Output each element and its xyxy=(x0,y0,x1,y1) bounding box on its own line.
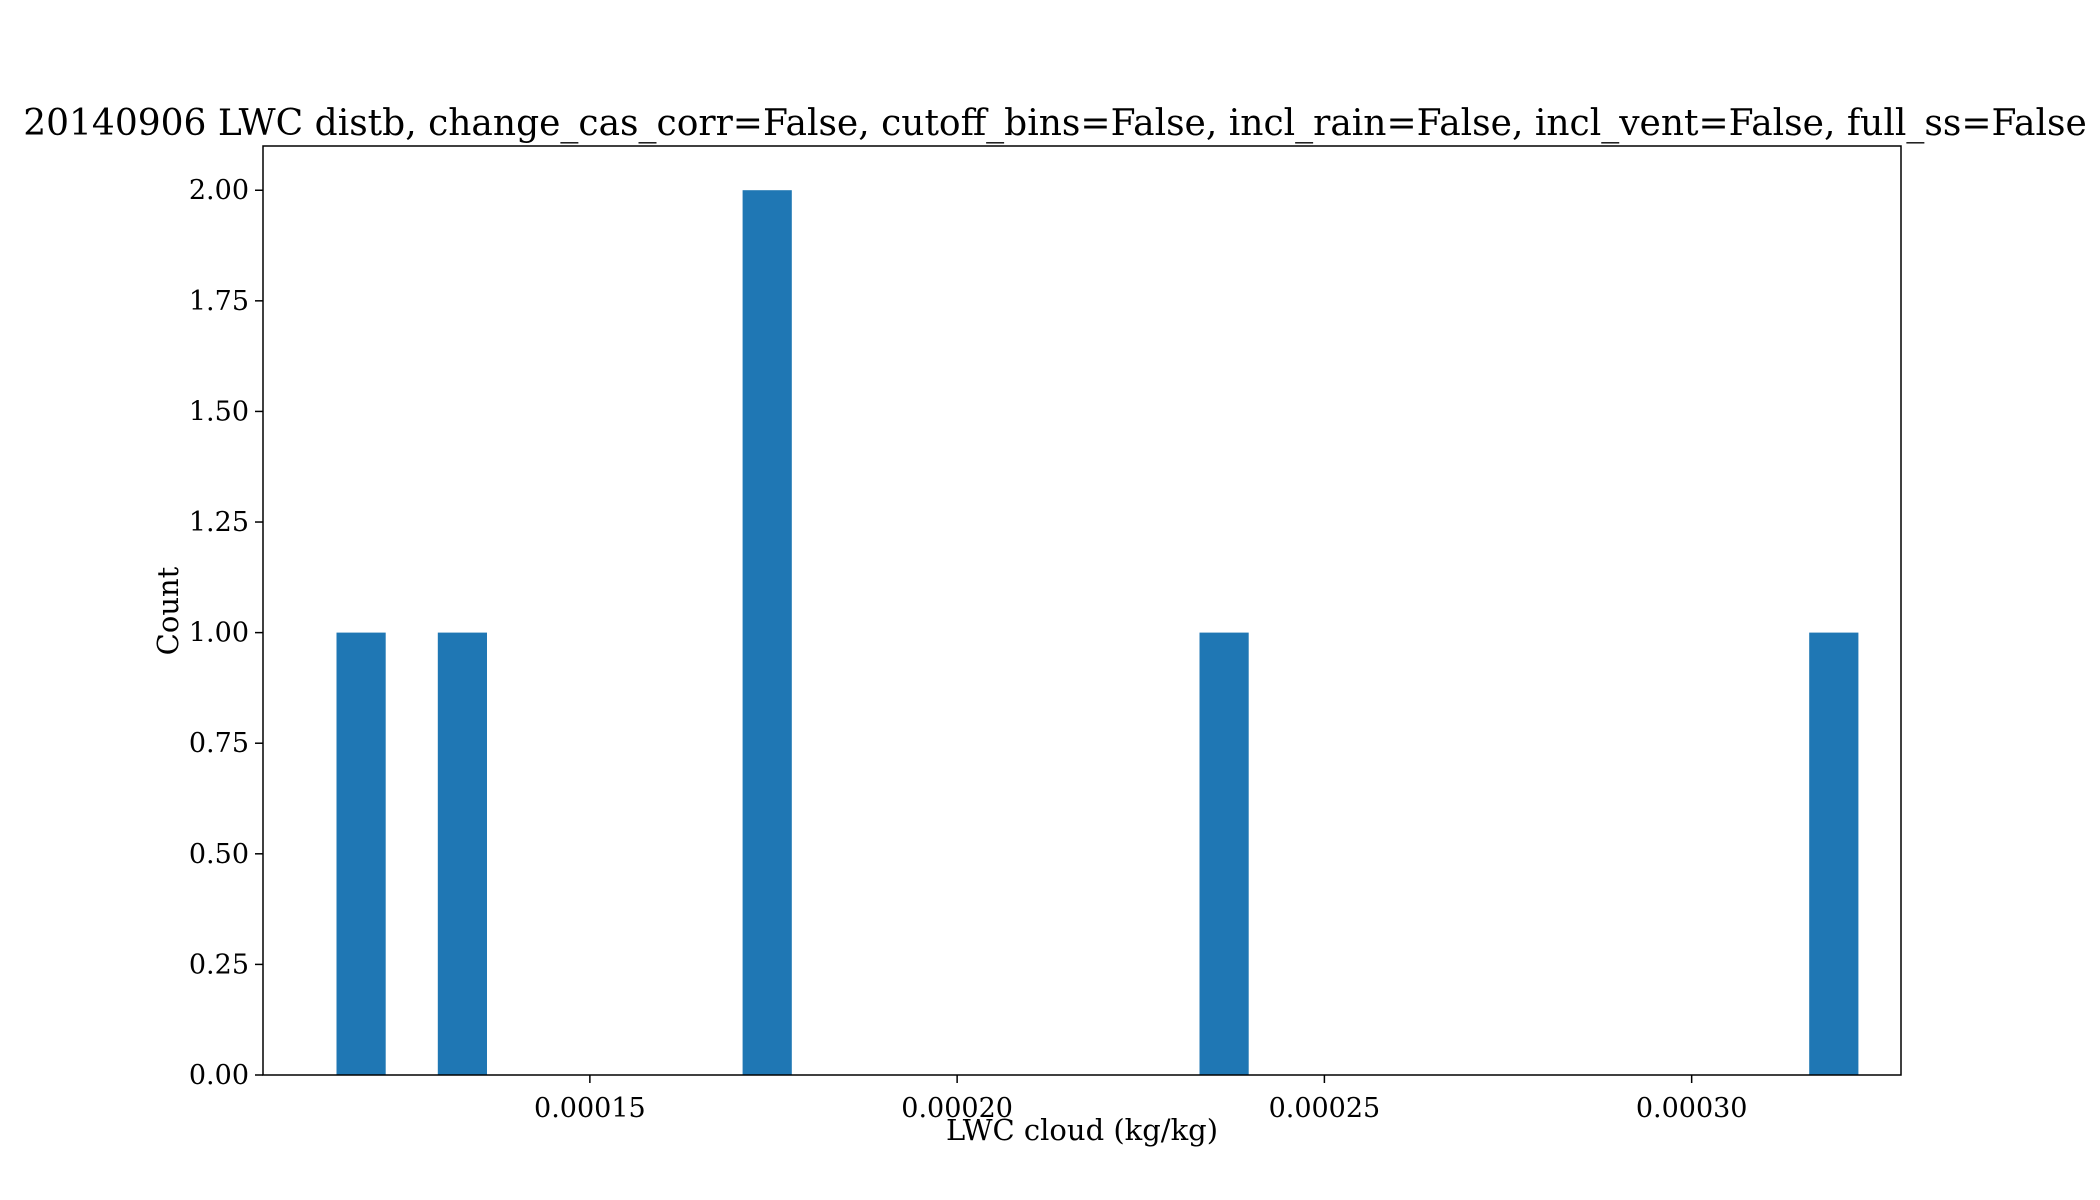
histogram-bar-1 xyxy=(336,632,386,1075)
x-axis-label: LWC cloud (kg/kg) xyxy=(946,1113,1218,1147)
y-tick-label-8: 1.75 xyxy=(189,286,249,317)
y-tick-label-2: 0.25 xyxy=(189,949,249,980)
x-tick-label-2: 0.00020 xyxy=(901,1093,1013,1124)
plot-frame xyxy=(262,145,1902,1076)
x-tick-label-3: 0.00025 xyxy=(1269,1093,1381,1124)
y-axis-label: Count xyxy=(151,566,185,655)
y-tick-label-9: 2.00 xyxy=(189,175,249,206)
y-tick-label-1: 0.00 xyxy=(189,1060,249,1091)
histogram-bar-4 xyxy=(1199,632,1249,1075)
y-tick-label-5: 1.00 xyxy=(189,618,249,649)
histogram-bar-2 xyxy=(437,632,487,1075)
y-tick-label-3: 0.50 xyxy=(189,839,249,870)
plot-area xyxy=(336,190,1859,1075)
chart-title: 20140906 LWC distb, change_cas_corr=Fals… xyxy=(23,103,2087,144)
y-tick-label-6: 1.25 xyxy=(189,507,249,538)
y-tick-label-4: 0.75 xyxy=(189,728,249,759)
x-tick-label-4: 0.00030 xyxy=(1636,1093,1748,1124)
y-tick-label-7: 1.50 xyxy=(189,396,249,427)
histogram-bar-5 xyxy=(1809,632,1859,1075)
histogram-bar-3 xyxy=(742,190,792,1075)
x-axis: 0.00015 0.00020 0.00025 0.00030 xyxy=(534,1075,1747,1124)
x-tick-label-1: 0.00015 xyxy=(534,1093,646,1124)
y-axis: 0.00 0.25 0.50 0.75 1.00 1.25 1.50 1.75 2.00 xyxy=(189,175,263,1091)
